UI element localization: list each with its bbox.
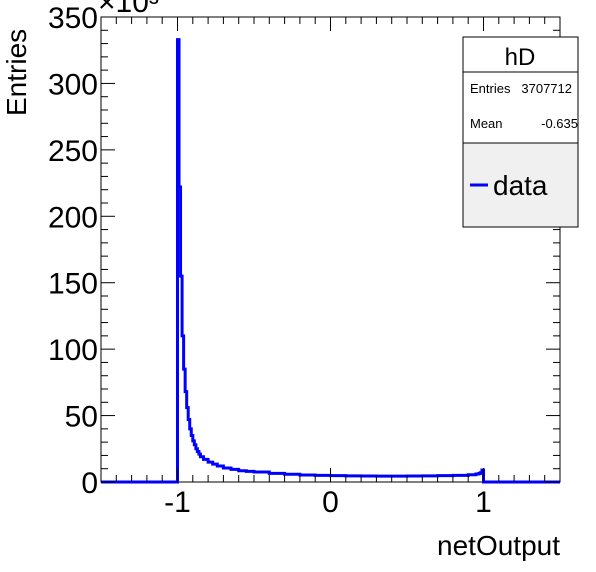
y-axis-title: Entries <box>1 29 32 116</box>
x-axis-title: netOutput <box>437 530 560 561</box>
y-tick-label: 100 <box>48 334 98 367</box>
x-axis: -1 0 1 <box>100 17 561 519</box>
y-axis: 0 50 100 150 200 250 300 350 <box>48 2 560 500</box>
y-tick-label: 0 <box>81 467 98 500</box>
legend-label: data <box>493 170 548 201</box>
stats-box: hD Entries 3707712 Mean -0.635 <box>462 36 579 145</box>
x-tick-label: 1 <box>475 486 492 519</box>
y-tick-label: 250 <box>48 135 98 168</box>
stats-entries-label: Entries <box>470 81 511 96</box>
y-tick-label: 150 <box>48 268 98 301</box>
y-tick-label: 200 <box>48 201 98 234</box>
y-tick-label: 350 <box>48 2 98 35</box>
y-axis-exponent: ×10³ <box>98 0 159 19</box>
y-tick-label: 300 <box>48 68 98 101</box>
stats-title: hD <box>505 44 536 71</box>
x-tick-label: 0 <box>322 486 339 519</box>
stats-mean-value: -0.635 <box>541 116 578 131</box>
stats-mean-label: Mean <box>470 116 503 131</box>
x-tick-label: -1 <box>164 486 191 519</box>
legend: data <box>462 142 579 228</box>
stats-entries-value: 3707712 <box>521 81 572 96</box>
y-tick-label: 50 <box>65 401 98 434</box>
